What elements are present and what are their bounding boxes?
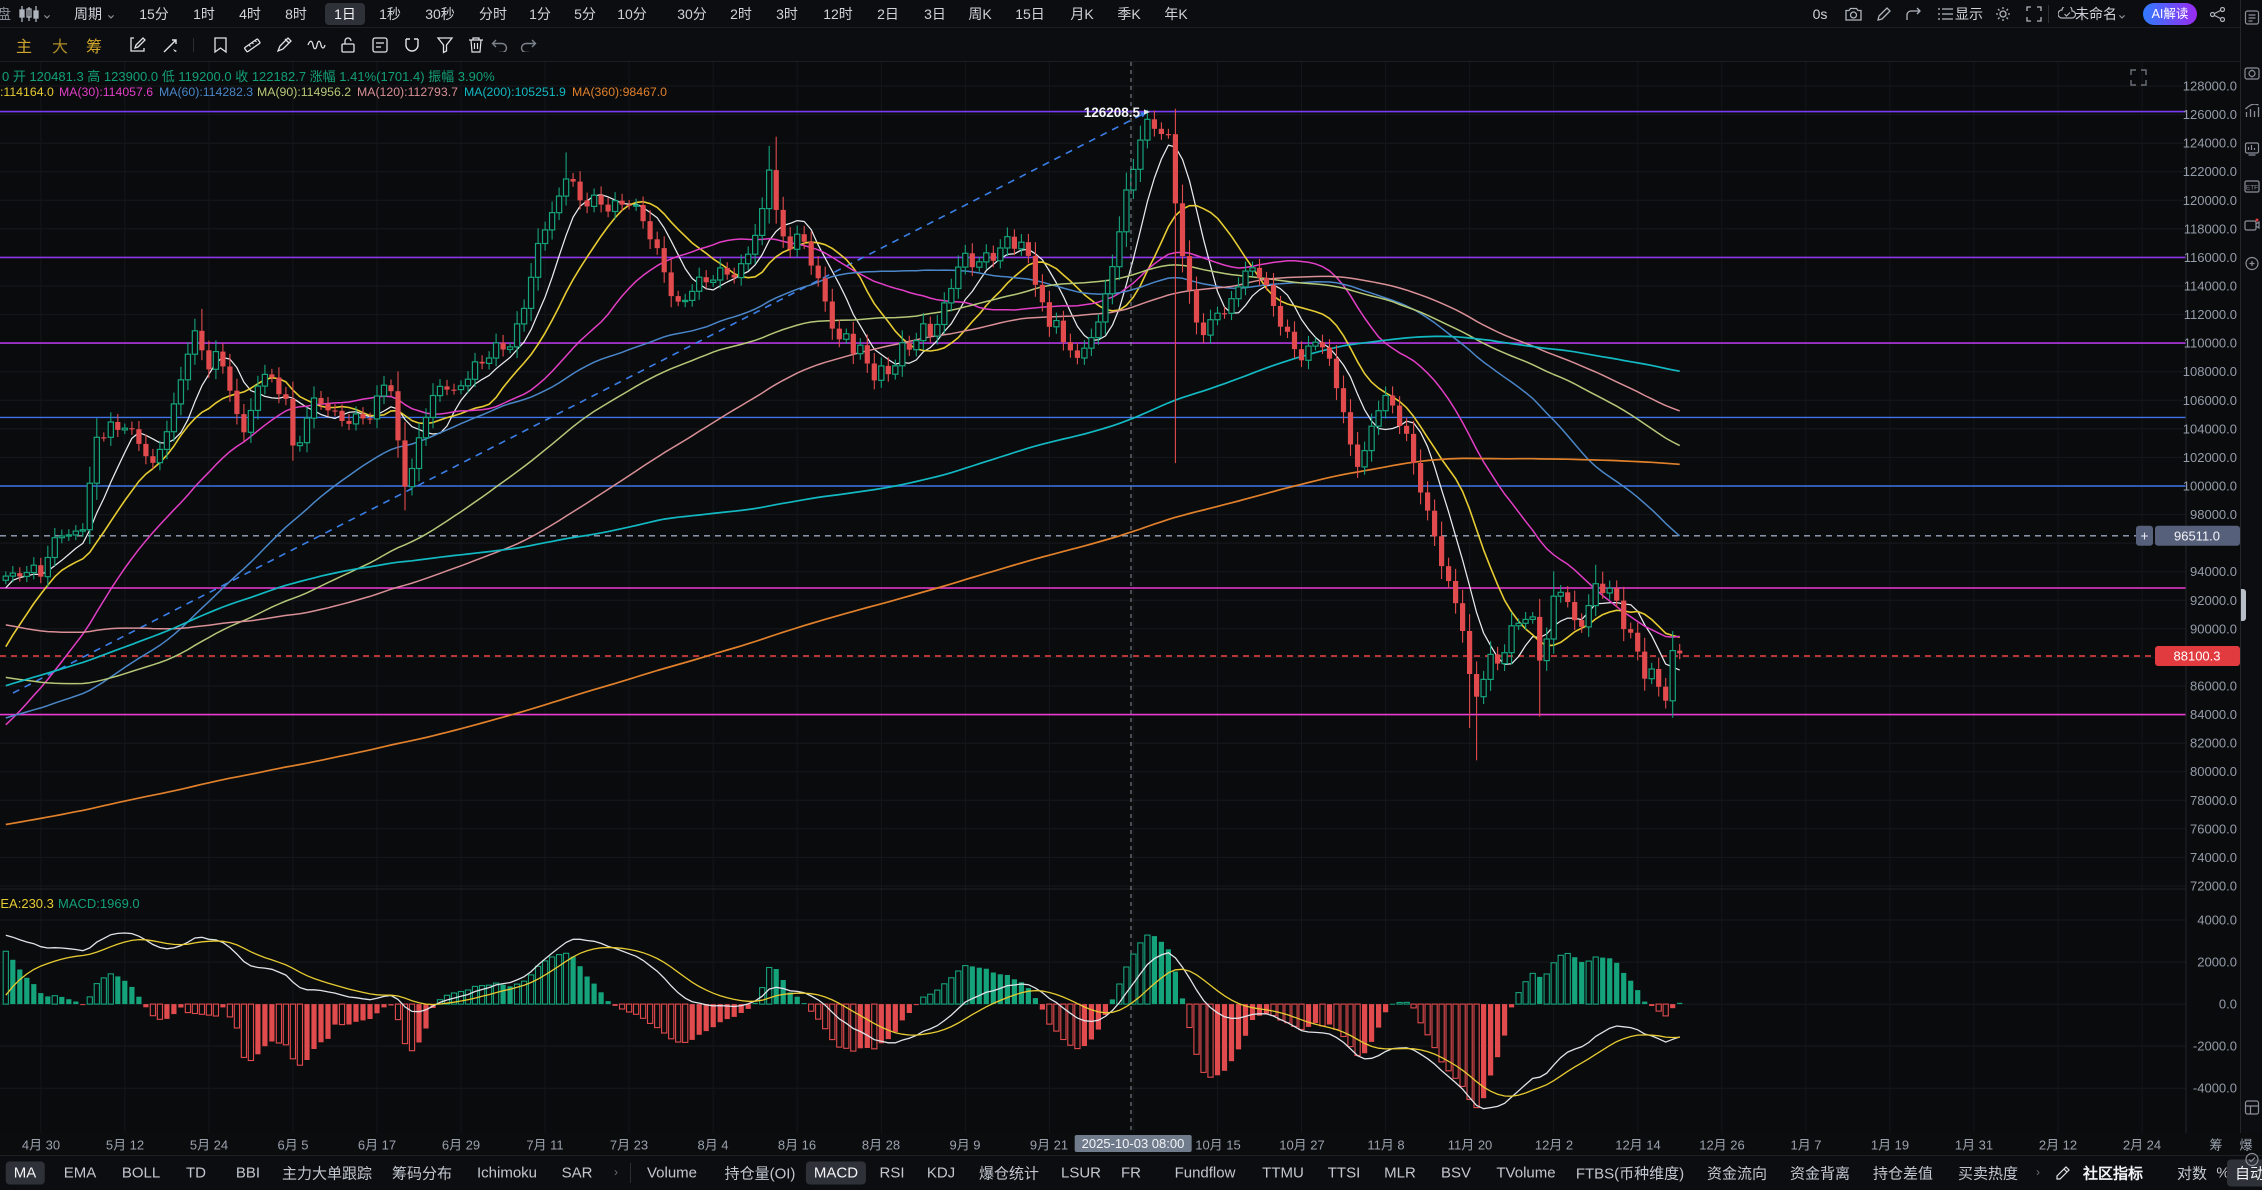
svg-text:126208.5: 126208.5	[1084, 105, 1141, 120]
svg-text:96511.0: 96511.0	[2174, 528, 2220, 543]
svg-text:78000.0: 78000.0	[2190, 793, 2237, 808]
svg-text:110000.0: 110000.0	[2184, 336, 2237, 351]
svg-text:0.0: 0.0	[2219, 997, 2237, 1012]
svg-text:MA(200):105251.9: MA(200):105251.9	[464, 85, 566, 99]
svg-text:124000.0: 124000.0	[2183, 136, 2237, 151]
svg-text:94000.0: 94000.0	[2190, 564, 2237, 579]
svg-text:92000.0: 92000.0	[2190, 593, 2237, 608]
svg-text:116000.0: 116000.0	[2184, 250, 2237, 265]
svg-text:80000.0: 80000.0	[2190, 764, 2237, 779]
svg-text:74000.0: 74000.0	[2190, 850, 2237, 865]
svg-text:0 开 120481.3 高 123900.0 低 1192: 0 开 120481.3 高 123900.0 低 119200.0 收 122…	[2, 69, 495, 84]
svg-text:MACD:1969.0: MACD:1969.0	[58, 896, 140, 911]
svg-text:98000.0: 98000.0	[2190, 507, 2237, 522]
svg-text:126000.0: 126000.0	[2183, 107, 2237, 122]
svg-text:104000.0: 104000.0	[2183, 421, 2237, 436]
svg-text:76000.0: 76000.0	[2190, 821, 2237, 836]
svg-text:118000.0: 118000.0	[2184, 221, 2237, 236]
svg-text:-2000.0: -2000.0	[2193, 1039, 2237, 1054]
svg-text:122000.0: 122000.0	[2183, 164, 2237, 179]
svg-text:112000.0: 112000.0	[2184, 307, 2237, 322]
svg-text:84000.0: 84000.0	[2190, 707, 2237, 722]
svg-text:MA(30):114057.6: MA(30):114057.6	[59, 85, 153, 99]
svg-text:120000.0: 120000.0	[2183, 193, 2237, 208]
svg-text:+: +	[2140, 527, 2148, 543]
svg-text:-4000.0: -4000.0	[2193, 1081, 2237, 1096]
svg-text:MA(360):98467.0: MA(360):98467.0	[572, 85, 667, 99]
svg-text:MA(120):112793.7: MA(120):112793.7	[357, 85, 458, 99]
svg-text:128000.0: 128000.0	[2183, 79, 2237, 94]
svg-text:114000.0: 114000.0	[2184, 279, 2237, 294]
svg-text::114164.0: :114164.0	[0, 85, 54, 99]
svg-text:82000.0: 82000.0	[2190, 736, 2237, 751]
svg-text:100000.0: 100000.0	[2183, 479, 2237, 494]
svg-text:108000.0: 108000.0	[2183, 364, 2237, 379]
svg-text:106000.0: 106000.0	[2183, 393, 2237, 408]
svg-text:MA(60):114282.3: MA(60):114282.3	[159, 85, 253, 99]
svg-text:86000.0: 86000.0	[2190, 679, 2237, 694]
svg-text:ETF: ETF	[2245, 185, 2257, 192]
svg-text:MA(90):114956.2: MA(90):114956.2	[257, 85, 351, 99]
svg-text:2000.0: 2000.0	[2197, 955, 2237, 970]
svg-text:90000.0: 90000.0	[2190, 621, 2237, 636]
svg-text:DEA:230.3: DEA:230.3	[0, 896, 54, 911]
svg-text:4000.0: 4000.0	[2197, 913, 2237, 928]
svg-text:102000.0: 102000.0	[2183, 450, 2237, 465]
svg-text:88100.3: 88100.3	[2174, 649, 2221, 664]
svg-text:72000.0: 72000.0	[2190, 879, 2237, 894]
